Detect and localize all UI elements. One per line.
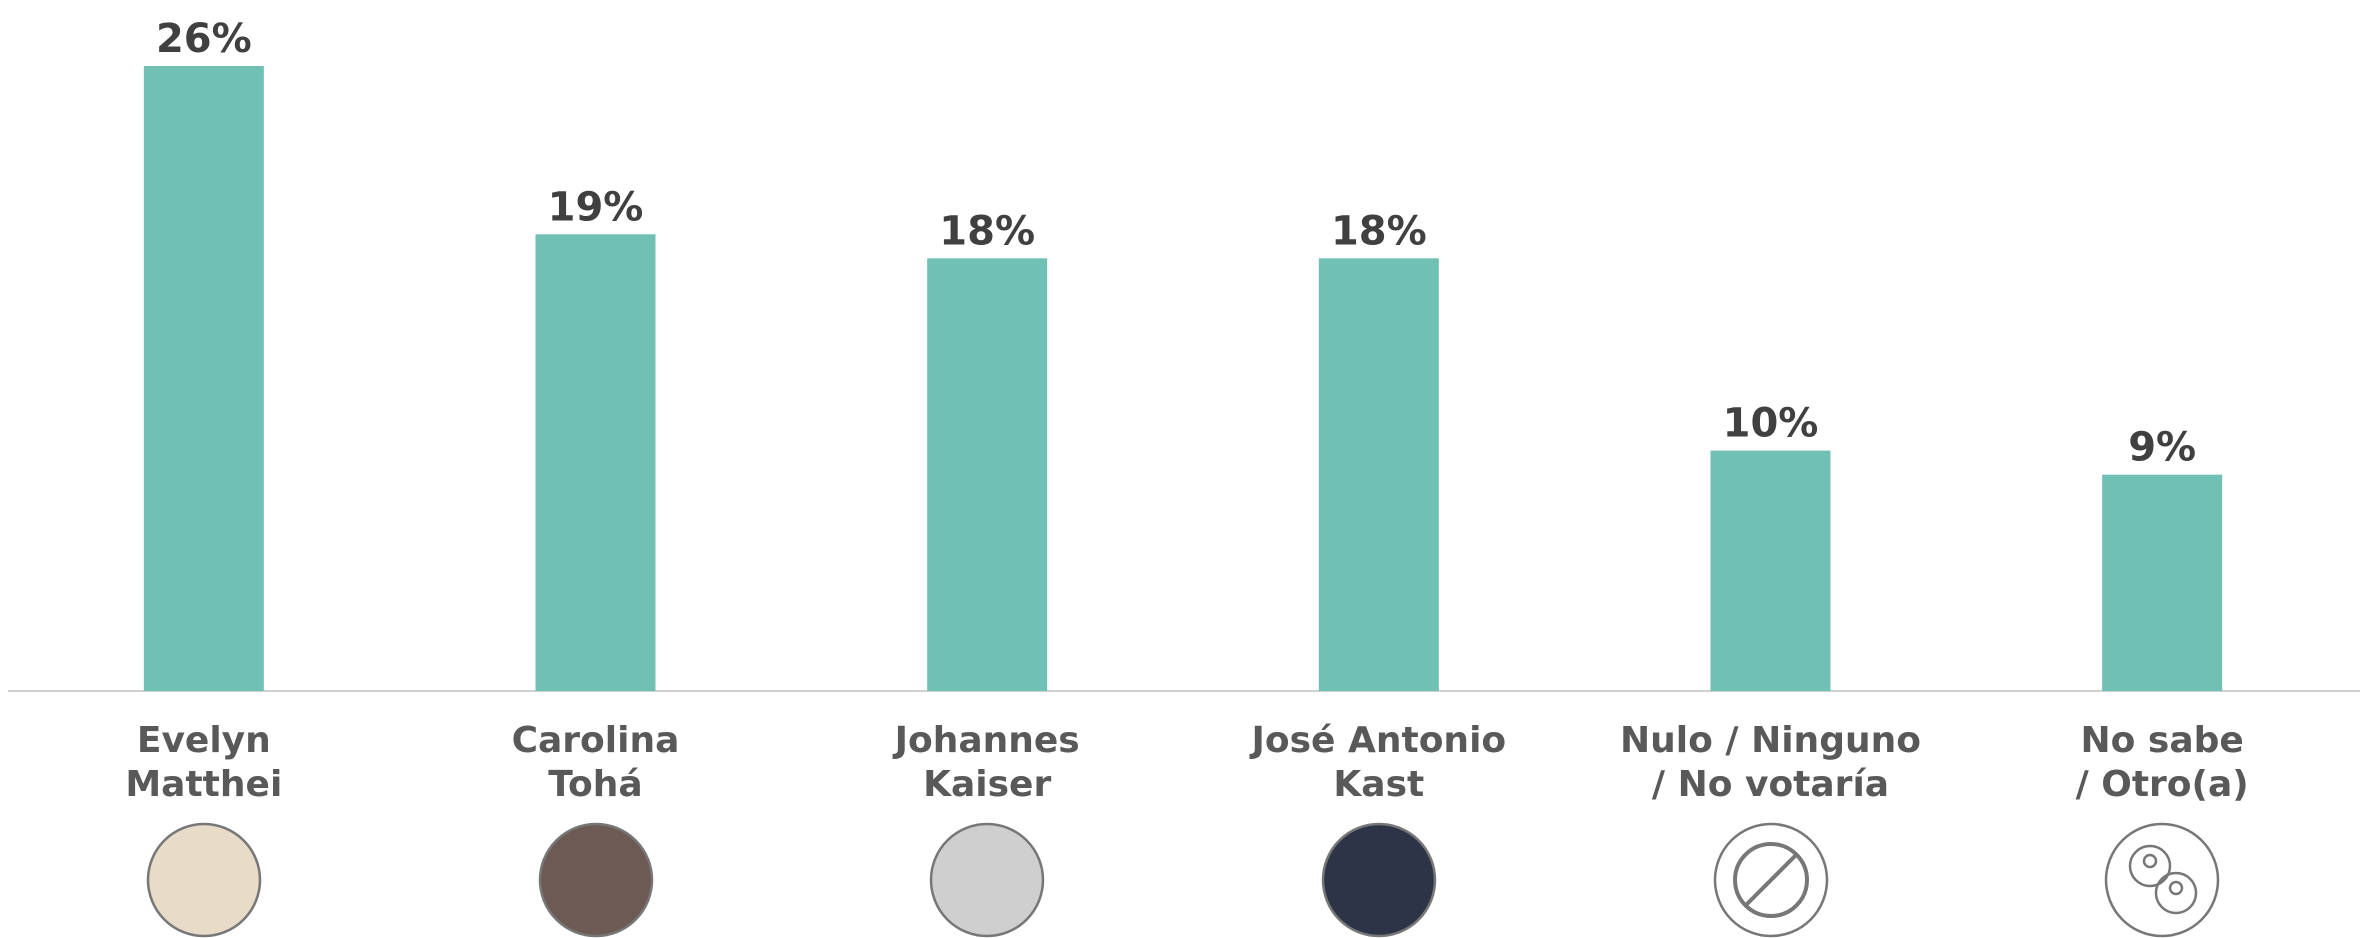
category-line: Carolina (512, 720, 680, 761)
category-line: Kast (1333, 764, 1424, 805)
category-line: José Antonio (1249, 720, 1507, 761)
bar (1319, 258, 1439, 691)
value-label: 26% (156, 16, 252, 62)
category-line: / Otro(a) (2076, 764, 2249, 805)
bar (536, 234, 656, 691)
photo (540, 824, 652, 936)
value-label: 18% (939, 208, 1035, 254)
ban-icon (1715, 824, 1827, 936)
bar (927, 258, 1047, 691)
category-line: Johannes (892, 720, 1080, 761)
photo (931, 824, 1043, 936)
category-line: Kaiser (923, 764, 1051, 805)
category-label: Nulo / Ninguno/ No votaría (1620, 720, 1921, 805)
category-line: Matthei (125, 764, 282, 805)
bar (1711, 451, 1831, 691)
category-line: Evelyn (137, 720, 271, 761)
category-line: / No votaría (1652, 764, 1889, 805)
category-label: No sabe/ Otro(a) (2076, 720, 2249, 805)
value-label: 19% (548, 184, 644, 230)
bar (144, 66, 264, 691)
category-line: No sabe (2081, 720, 2244, 761)
value-label: 18% (1331, 208, 1427, 254)
value-label: 10% (1723, 401, 1819, 447)
photo (1323, 824, 1435, 936)
icons (148, 824, 2218, 936)
category-line: Tohá (548, 764, 642, 805)
value-label: 9% (2128, 425, 2196, 471)
bar (2102, 475, 2222, 691)
people-icon (2106, 824, 2218, 936)
category-line: Nulo / Ninguno (1620, 720, 1921, 761)
chart: 26% EvelynMatthei 19% CarolinaTohá 18% Johann… (0, 0, 2371, 938)
photo (148, 824, 260, 936)
